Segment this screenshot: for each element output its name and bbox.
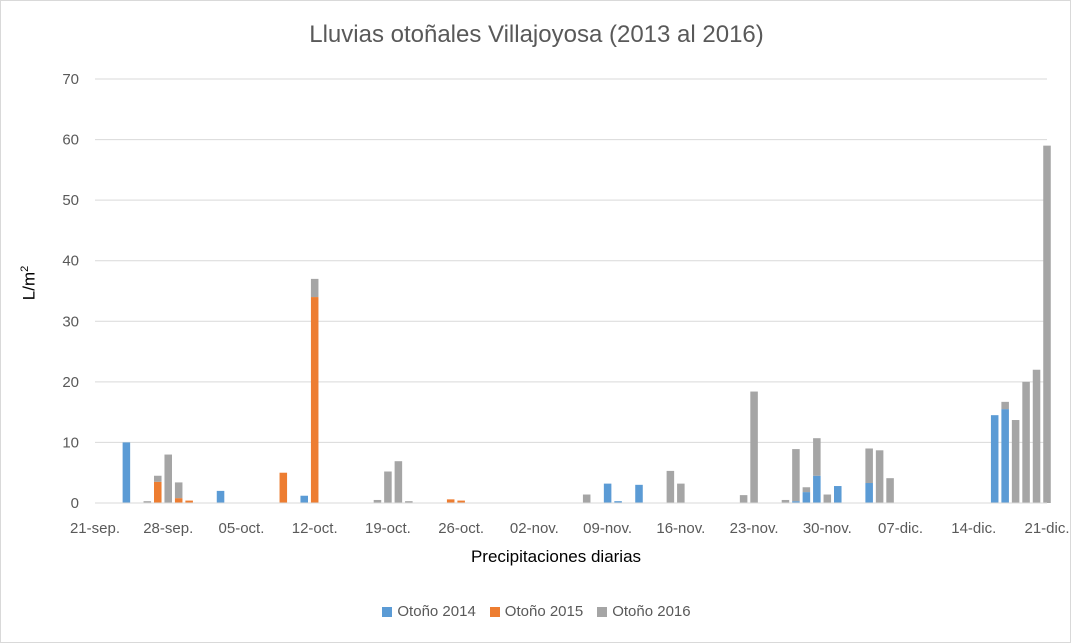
bar-otono-2016: [143, 501, 152, 503]
bar-otono-2015: [154, 481, 162, 503]
bar-otono-2016: [384, 471, 392, 503]
y-tick-label: 30: [62, 313, 79, 330]
chart-title: Lluvias otoñales Villajoyosa (2013 al 20…: [309, 21, 764, 48]
bar-otono-2016: [739, 495, 748, 503]
bar-otono-2014: [635, 484, 643, 503]
bar-otono-2015: [457, 500, 465, 503]
x-tick-label: 12-oct.: [292, 520, 338, 537]
bar-otono-2014: [813, 475, 821, 503]
legend-label: Otoño 2014: [397, 603, 476, 620]
bar-otono-2014: [792, 501, 800, 503]
legend-label: Otoño 2016: [612, 603, 691, 620]
bar-otono-2015: [310, 297, 319, 503]
bar-otono-2016: [373, 499, 382, 503]
bar-otono-2016: [164, 454, 172, 503]
x-tick-label: 21-dic.: [1024, 520, 1069, 537]
y-tick-label: 50: [62, 192, 79, 209]
legend-label: Otoño 2015: [504, 603, 584, 620]
x-tick-label: 23-nov.: [730, 520, 779, 537]
x-tick-label: 30-nov.: [803, 520, 852, 537]
legend-item-otono-2016: Otoño 2016: [597, 603, 691, 620]
legend-item-otono-2015: Otoño 2015: [489, 603, 584, 620]
x-tick-label: 21-sep.: [70, 520, 120, 537]
y-tick-label: 40: [62, 253, 79, 270]
bar-otono-2016: [875, 450, 884, 503]
bar-otono-2016: [1022, 381, 1030, 503]
y-tick-label: 0: [71, 495, 79, 512]
bar-otono-2014: [834, 486, 842, 503]
bar-otono-2014: [614, 501, 622, 503]
x-tick-label: 14-dic.: [951, 520, 996, 537]
x-tick-label: 16-nov.: [656, 520, 705, 537]
bar-otono-2016: [666, 470, 675, 503]
bar-otono-2014: [216, 490, 225, 503]
bar-otono-2014: [865, 483, 873, 503]
bar-otono-2016: [823, 494, 832, 503]
x-tick-label: 07-dic.: [878, 520, 923, 537]
bar-otono-2014: [300, 495, 308, 503]
bar-otono-2016: [394, 461, 403, 503]
bar-otono-2016: [174, 482, 183, 499]
x-tick-label: 19-oct.: [365, 520, 411, 537]
legend-swatch: [597, 606, 608, 617]
bar-otono-2016: [1043, 145, 1051, 503]
bar-otono-2016: [886, 478, 894, 503]
bar-otono-2014: [1001, 409, 1009, 503]
bar-otono-2016: [781, 499, 790, 503]
x-axis-label: Precipitaciones diarias: [470, 547, 642, 566]
bar-otono-2016: [582, 494, 591, 503]
bar-otono-2016: [310, 278, 319, 298]
bar-otono-2016: [1001, 401, 1009, 410]
bar-otono-2016: [813, 438, 821, 476]
bar-otono-2014: [122, 442, 131, 503]
bar-otono-2016: [1011, 420, 1020, 503]
bar-otono-2016: [865, 448, 873, 484]
bar-otono-2016: [154, 475, 162, 482]
x-tick-label: 02-nov.: [510, 520, 559, 537]
y-tick-label: 70: [62, 71, 79, 88]
bar-otono-2015: [446, 499, 455, 503]
bar-otono-2016: [792, 449, 800, 502]
legend-swatch: [382, 606, 393, 617]
bar-otono-2015: [185, 500, 193, 503]
bar-otono-2016: [1032, 369, 1041, 503]
legend: Otoño 2014 Otoño 2015 Otoño 2016: [1, 603, 1071, 620]
bar-otono-2015: [279, 472, 288, 503]
y-tick-label: 10: [62, 434, 79, 451]
bar-otono-2014: [603, 483, 612, 503]
y-tick-label: 20: [62, 374, 79, 391]
x-tick-label: 26-oct.: [438, 520, 484, 537]
bar-otono-2016: [802, 487, 811, 493]
x-tick-label: 09-nov.: [583, 520, 632, 537]
bar-otono-2014: [802, 492, 811, 503]
bar-otono-2015: [174, 498, 183, 503]
x-tick-label: 28-sep.: [143, 520, 193, 537]
bar-otono-2016: [677, 483, 685, 503]
bar-otono-2016: [405, 501, 413, 503]
x-tick-label: 05-oct.: [219, 520, 265, 537]
bar-otono-2014: [990, 415, 999, 503]
bar-otono-2016: [750, 391, 758, 503]
legend-item-otono-2014: Otoño 2014: [382, 603, 476, 620]
legend-swatch: [489, 606, 500, 617]
y-tick-label: 60: [62, 132, 79, 149]
